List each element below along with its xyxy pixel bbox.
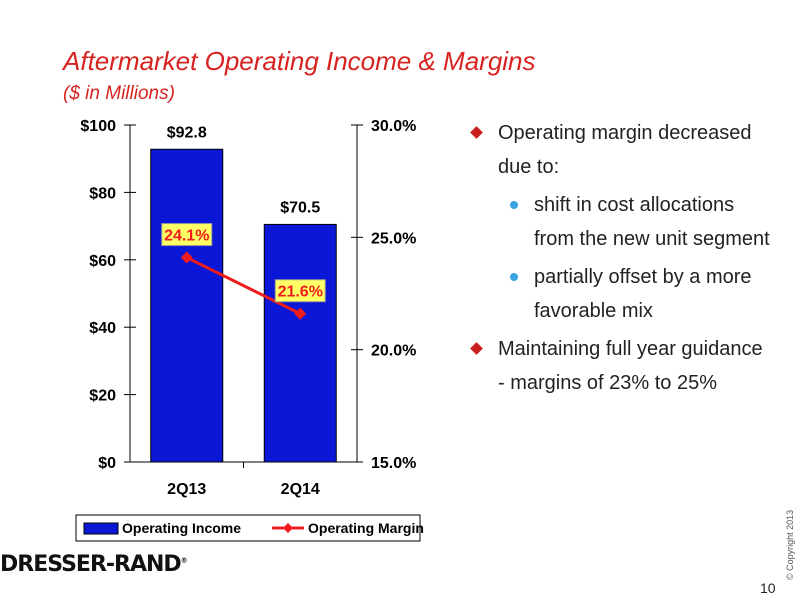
legend-swatch-operating-income	[83, 522, 119, 535]
dot-bullet-icon	[510, 201, 518, 209]
margin-value-label: 21.6%	[278, 284, 323, 301]
bullet-text: partially offset by a more favorable mix	[534, 266, 752, 322]
bullet-list: Operating margin decreased due to: shift…	[470, 116, 770, 404]
legend-box	[75, 514, 421, 542]
page-number: 10	[760, 580, 776, 596]
bullet-text: shift in cost allocations from the new u…	[534, 194, 770, 250]
sub-bullet-item: shift in cost allocations from the new u…	[470, 188, 770, 256]
bar-value-label: $92.8	[167, 124, 207, 141]
copyright-notice: © Copyright 2013	[785, 509, 795, 580]
left-axis-tick-label: $20	[89, 388, 116, 405]
operating-income-chart: $92.8 $70.5 $0 $20 $40 $60 $80 $100 15.0% 20.0% 25…	[75, 118, 424, 542]
bullet-item: Operating margin decreased due to:	[470, 116, 770, 184]
right-axis-tick-label: 20.0%	[371, 343, 416, 360]
left-axis-tick-label: $60	[89, 253, 116, 270]
bar-2q14	[263, 223, 337, 463]
margin-point-marker	[180, 251, 193, 264]
company-logo: DRESSER-RAND®	[0, 552, 188, 577]
legend-marker-operating-margin	[283, 523, 293, 533]
left-axis-tick-label: $100	[80, 118, 116, 135]
diamond-bullet-icon	[470, 126, 483, 139]
margin-point-marker	[294, 307, 307, 320]
sub-bullet-item: partially offset by a more favorable mix	[470, 260, 770, 328]
margin-label-box	[161, 223, 213, 247]
legend-label-operating-income: Operating Income	[122, 520, 241, 536]
bar-value-label: $70.5	[280, 199, 320, 216]
dot-bullet-icon	[510, 273, 518, 281]
margin-value-label: 24.1%	[164, 228, 209, 245]
right-axis-tick-label: 25.0%	[371, 230, 416, 247]
right-axis-tick-label: 30.0%	[371, 118, 416, 135]
registered-mark: ®	[180, 556, 188, 565]
x-axis-tick-label: 2Q14	[281, 481, 320, 498]
operating-margin-line	[186, 256, 301, 316]
legend-label-operating-margin: Operating Margin	[308, 520, 424, 536]
slide-title: Aftermarket Operating Income & Margins	[63, 46, 536, 76]
left-axis-tick-label: $0	[98, 455, 116, 472]
left-axis-tick-label: $80	[89, 185, 116, 202]
x-axis-tick-label: 2Q13	[167, 481, 206, 498]
logo-text: DRESSER-RAND	[0, 552, 182, 577]
bar-2q13	[150, 148, 224, 463]
diamond-bullet-icon	[470, 342, 483, 355]
right-axis-tick-label: 15.0%	[371, 455, 416, 472]
slide-subtitle: ($ in Millions)	[63, 83, 175, 104]
bullet-item: Maintaining full year guidance - margins…	[470, 332, 770, 400]
bullet-text: Maintaining full year guidance - margins…	[498, 338, 763, 394]
bullet-text: Operating margin decreased due to:	[498, 122, 752, 178]
left-axis-tick-label: $40	[89, 320, 116, 337]
margin-label-box	[274, 279, 326, 303]
